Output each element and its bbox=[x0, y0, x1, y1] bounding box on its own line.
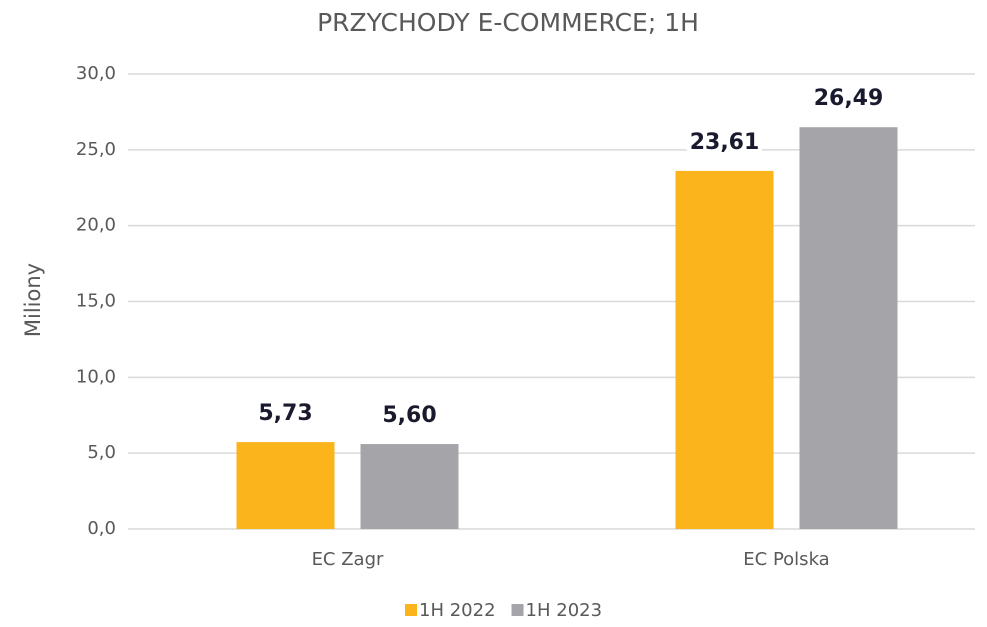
value-label: 26,49 bbox=[814, 86, 884, 111]
value-label: 23,61 bbox=[690, 130, 760, 155]
value-label: 5,73 bbox=[258, 401, 312, 426]
chart-title: PRZYCHODY E-COMMERCE; 1H bbox=[317, 8, 699, 37]
y-axis-label: Miliony bbox=[21, 263, 45, 337]
bar bbox=[675, 170, 774, 530]
bar bbox=[360, 444, 459, 529]
legend-swatch bbox=[405, 604, 417, 616]
y-tick-label: 20,0 bbox=[76, 215, 116, 236]
legend-swatch bbox=[511, 604, 524, 616]
x-tick-label: EC Zagr bbox=[312, 549, 384, 570]
bar bbox=[236, 442, 335, 529]
y-tick-label: 10,0 bbox=[76, 366, 116, 387]
x-tick-label: EC Polska bbox=[743, 549, 829, 570]
y-tick-label: 15,0 bbox=[76, 291, 116, 312]
bar bbox=[799, 127, 898, 530]
value-label: 5,60 bbox=[382, 403, 436, 428]
y-tick-label: 30,0 bbox=[76, 63, 116, 84]
legend-label: 1H 2023 bbox=[526, 600, 603, 621]
y-tick-label: 5,0 bbox=[87, 442, 116, 463]
y-tick-label: 25,0 bbox=[76, 139, 116, 160]
y-tick-label: 0,0 bbox=[87, 518, 116, 539]
legend-label: 1H 2022 bbox=[419, 600, 496, 621]
